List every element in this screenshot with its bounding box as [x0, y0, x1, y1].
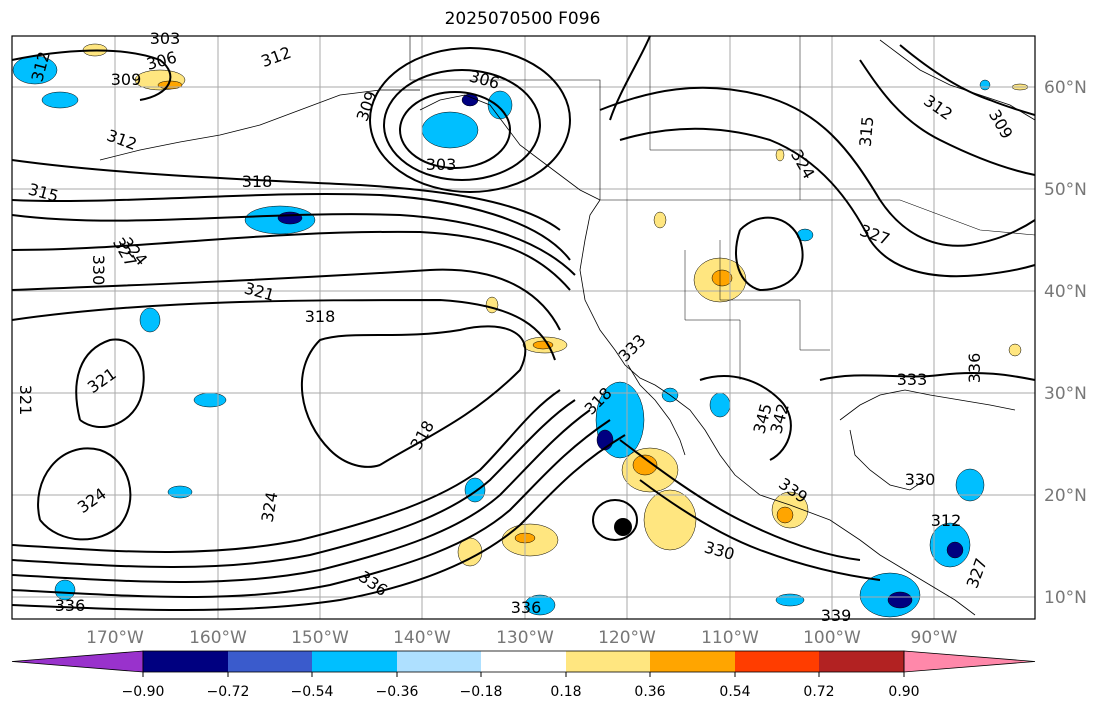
map-title: 2025070500 F096	[444, 9, 601, 29]
colorbar-tick-label: −0.90	[122, 684, 165, 700]
shading-patch	[955, 468, 985, 502]
colorbar-tick-label: −0.36	[376, 684, 419, 700]
shading-patch	[193, 392, 227, 408]
shading-patch	[859, 572, 921, 618]
lon-tick-label: 100°W	[803, 628, 861, 648]
shading-patch	[485, 296, 499, 314]
shading-patch	[139, 307, 161, 333]
lon-tick-label: 150°W	[291, 628, 349, 648]
contour-label: 330	[89, 255, 108, 286]
lon-tick-label: 110°W	[701, 628, 759, 648]
lat-tick-label: 50°N	[1044, 180, 1087, 200]
lat-tick-label: 10°N	[1044, 588, 1087, 608]
marker-dot	[614, 518, 632, 536]
lon-tick-label: 120°W	[598, 628, 656, 648]
colorbar-tick-label: 0.18	[550, 684, 581, 700]
shading-patch	[1008, 343, 1022, 357]
contour-label: 336	[511, 598, 542, 617]
contour-label: 336	[965, 353, 984, 384]
colorbar-tick-label: −0.54	[291, 684, 334, 700]
shading-patch	[775, 148, 785, 162]
shading-patch	[464, 477, 486, 503]
shading-patch	[54, 579, 76, 601]
lat-tick-label: 60°N	[1044, 78, 1087, 98]
shading-patch	[709, 392, 731, 418]
contour-label: 303	[426, 155, 457, 174]
lat-tick-label: 20°N	[1044, 486, 1087, 506]
contour-label: 303	[150, 29, 181, 48]
contour-lines	[11, 35, 1036, 611]
colorbar-tick-label: 0.36	[634, 684, 665, 700]
colorbar-tick-label: 0.72	[803, 684, 834, 700]
contour-label: 321	[16, 385, 35, 416]
contour-label: 330	[905, 470, 936, 489]
shading-patch	[277, 211, 303, 225]
contour-label: 318	[242, 172, 273, 191]
contour-label: 312	[931, 511, 962, 530]
shading-patch	[887, 591, 913, 609]
lon-tick-label: 90°W	[911, 628, 958, 648]
colorbar-tick-label: 0.54	[719, 684, 750, 700]
shading-patch	[946, 541, 964, 559]
colorbar-tick-label: −0.72	[207, 684, 250, 700]
lon-tick-label: 170°W	[86, 628, 144, 648]
contour-label: 336	[55, 596, 86, 615]
lat-tick-label: 30°N	[1044, 384, 1087, 404]
shading-patch	[487, 90, 513, 120]
lon-tick-label: 130°W	[496, 628, 554, 648]
shading-patch	[775, 593, 805, 607]
shading-patch	[421, 111, 479, 149]
shading-patch	[979, 79, 991, 91]
shading-patch	[711, 269, 733, 287]
shading-patch	[461, 93, 479, 107]
contour-label: 333	[897, 370, 928, 389]
colorbar-tick-label: −0.18	[460, 684, 503, 700]
contour-label: 315	[856, 115, 878, 147]
shading-patch	[643, 489, 697, 551]
lat-tick-label: 40°N	[1044, 282, 1087, 302]
shading-patch	[41, 91, 79, 109]
shading-patch	[632, 454, 658, 476]
colorbar: −0.90 −0.72 −0.54 −0.36 −0.18 0.18 0.36 0.54 0.7…	[11, 650, 1036, 700]
contour-label: 339	[821, 606, 852, 625]
contour-label: 318	[305, 307, 336, 326]
shading-patch	[653, 211, 667, 229]
shading-patch	[776, 506, 794, 524]
lon-tick-label: 140°W	[393, 628, 451, 648]
shading-patch	[167, 485, 193, 499]
lon-tick-label: 160°W	[189, 628, 247, 648]
colorbar-tick-label: 0.90	[888, 684, 919, 700]
contour-label: 309	[111, 70, 142, 89]
